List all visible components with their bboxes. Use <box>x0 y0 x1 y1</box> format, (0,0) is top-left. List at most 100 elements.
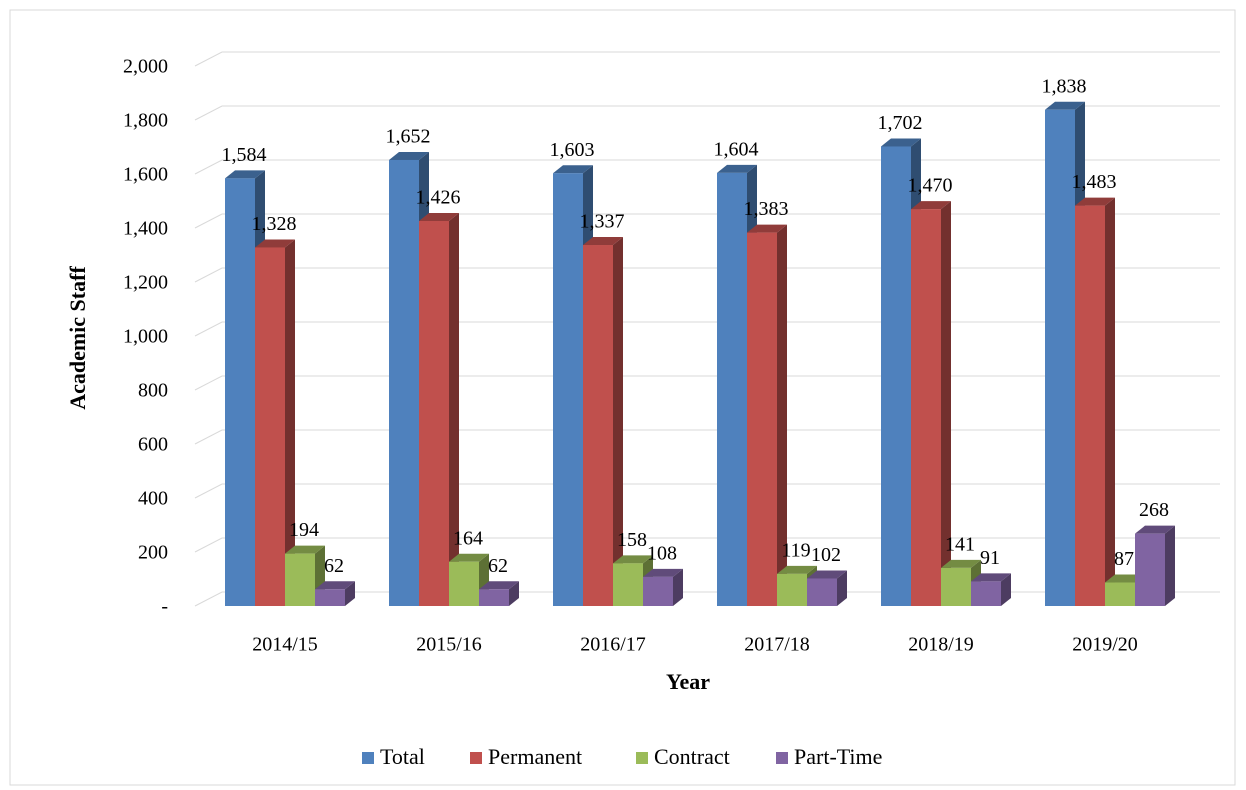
y-tick-label: 1,800 <box>123 110 168 132</box>
bar-side <box>285 239 295 606</box>
bar-top <box>255 239 295 248</box>
bar <box>315 581 355 606</box>
bar-front <box>419 220 449 607</box>
legend-swatch <box>470 752 482 764</box>
legend-swatch <box>362 752 374 764</box>
bar <box>807 570 847 606</box>
data-label: 119 <box>781 539 810 561</box>
y-tick-label: 1,600 <box>123 164 168 186</box>
bar-side <box>1165 525 1175 606</box>
data-label: 1,328 <box>252 213 297 235</box>
bar-top <box>315 581 355 590</box>
bar-front <box>1075 205 1105 606</box>
y-tick-label: 2,000 <box>123 56 168 78</box>
bar-top <box>583 237 623 246</box>
bar-front <box>971 581 1001 606</box>
x-tick-label: 2015/16 <box>416 634 482 656</box>
legend-label: Contract <box>654 744 730 769</box>
bar-front <box>389 159 419 606</box>
bar-front <box>807 578 837 606</box>
bar-top <box>807 570 847 579</box>
y-tick-label: 600 <box>138 434 168 456</box>
bar-top <box>285 545 325 554</box>
bar-side <box>613 237 623 606</box>
bar <box>255 239 295 606</box>
bar-front <box>449 561 479 606</box>
bar-top <box>449 553 489 562</box>
data-label: 1,652 <box>386 126 431 148</box>
bar-front <box>777 573 807 606</box>
data-label: 1,383 <box>744 198 789 220</box>
data-label: 91 <box>980 547 1000 569</box>
bar-side <box>941 201 951 606</box>
legend-label: Part-Time <box>794 744 882 769</box>
bar-top <box>553 165 593 174</box>
legend-swatch <box>636 752 648 764</box>
data-label: 62 <box>324 555 344 577</box>
bar <box>479 581 519 606</box>
bar-side <box>345 581 355 606</box>
bar <box>419 212 459 607</box>
bar-top <box>911 201 951 210</box>
bar <box>971 573 1011 606</box>
bar-side <box>1001 573 1011 606</box>
bar-front <box>643 576 673 606</box>
bar-top <box>747 224 787 233</box>
grid-line <box>194 105 1220 121</box>
bar-top <box>717 164 757 173</box>
x-tick-label: 2016/17 <box>580 634 646 656</box>
data-label: 141 <box>945 534 975 556</box>
bar-front <box>613 563 643 606</box>
bar-front <box>255 247 285 606</box>
bar-front <box>1105 582 1135 606</box>
y-tick-label: 1,400 <box>123 218 168 240</box>
bar-front <box>1045 109 1075 607</box>
bar-side <box>777 224 787 606</box>
legend-label: Total <box>380 744 425 769</box>
bar-front <box>911 209 941 606</box>
bar-top <box>479 581 519 590</box>
bar <box>643 568 683 606</box>
bar-top <box>1045 101 1085 110</box>
bar-top <box>881 138 921 147</box>
bar-side <box>1105 197 1115 606</box>
bar-top <box>1075 197 1115 206</box>
x-tick-label: 2018/19 <box>908 634 974 656</box>
bar-front <box>583 245 613 606</box>
bar-side <box>509 581 519 606</box>
y-tick-label: 400 <box>138 488 168 510</box>
bar-front <box>479 589 509 606</box>
x-axis-label: Year <box>666 669 710 694</box>
y-tick-label: 1,200 <box>123 272 168 294</box>
bar-top <box>941 559 981 568</box>
data-label: 1,604 <box>714 139 759 161</box>
data-label: 87 <box>1114 548 1134 570</box>
y-axis-label: Academic Staff <box>65 266 90 410</box>
bar-side <box>449 212 459 607</box>
data-label: 1,426 <box>416 187 461 209</box>
data-label: 194 <box>289 519 319 541</box>
bar-front <box>225 178 255 606</box>
x-tick-label: 2017/18 <box>744 634 810 656</box>
data-label: 1,702 <box>878 112 923 134</box>
grid-line <box>194 51 1220 67</box>
bar-top <box>613 555 653 564</box>
y-tick-label: 200 <box>138 542 168 564</box>
data-label: 268 <box>1139 499 1169 521</box>
bar <box>1075 197 1115 606</box>
data-label: 1,470 <box>908 175 953 197</box>
data-label: 62 <box>488 555 508 577</box>
bar <box>911 201 951 606</box>
bar-front <box>941 567 971 606</box>
data-label: 1,603 <box>550 139 595 161</box>
data-label: 1,838 <box>1042 75 1087 97</box>
bar <box>1135 525 1175 606</box>
bar-front <box>553 173 583 606</box>
bar-top <box>643 568 683 577</box>
bar <box>747 224 787 606</box>
bar-top <box>777 565 817 574</box>
data-label: 164 <box>453 527 483 549</box>
bar-front <box>717 172 747 607</box>
legend-label: Permanent <box>488 744 582 769</box>
